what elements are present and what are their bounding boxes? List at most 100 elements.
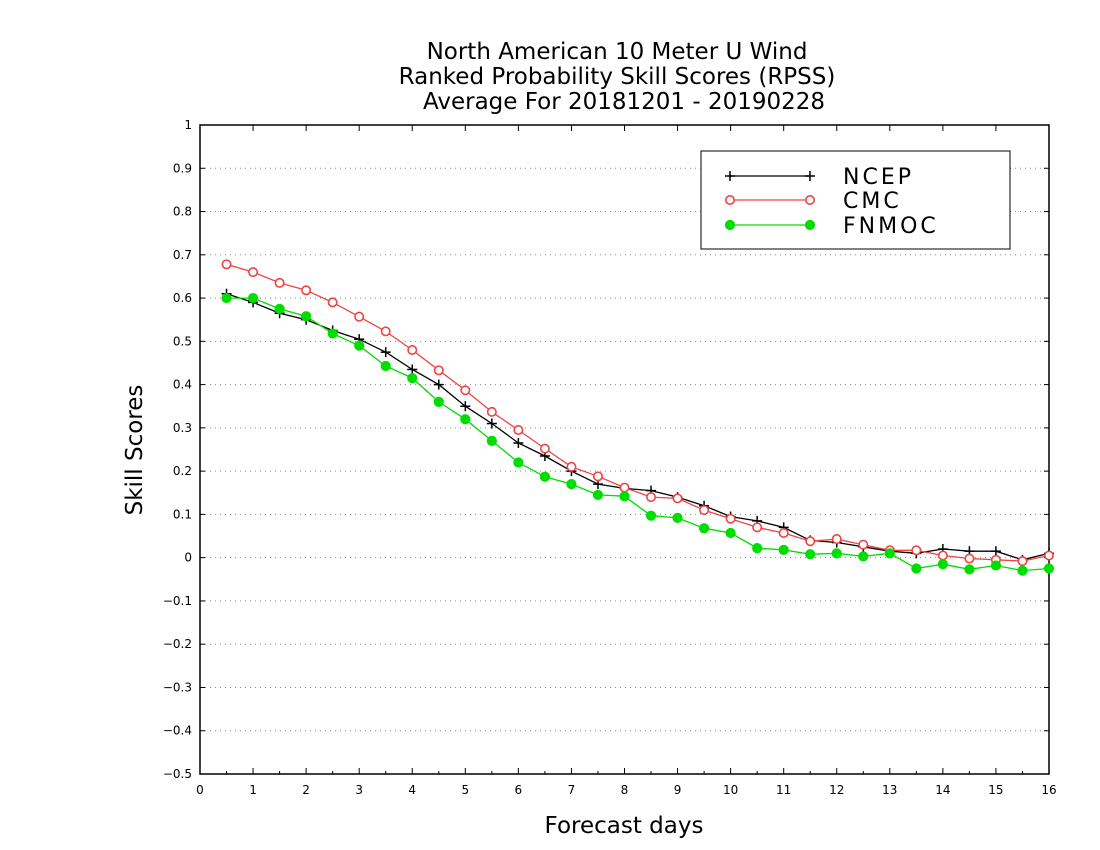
data-point-ncep bbox=[990, 546, 1001, 557]
data-point-fnmoc bbox=[486, 435, 497, 446]
legend-marker-fnmoc-start bbox=[724, 219, 736, 231]
legend-label-ncep: NCEP bbox=[843, 165, 914, 190]
axis-ticks: −0.5 −0.4 −0.3 −0.2 −0.1 0 0.1 0.2 0.3 0.4 0.5 0.6 0… bbox=[163, 118, 1057, 797]
data-point-cmc bbox=[354, 311, 365, 322]
data-point-fnmoc bbox=[884, 548, 895, 559]
series-ncep bbox=[221, 288, 1054, 565]
data-point-fnmoc bbox=[354, 340, 365, 351]
data-point-cmc bbox=[1017, 556, 1028, 567]
data-point-cmc bbox=[725, 513, 736, 524]
data-point-cmc bbox=[699, 505, 710, 516]
y-tick-label: 0.8 bbox=[173, 205, 192, 219]
series-fnmoc bbox=[221, 292, 1055, 576]
x-tick-label: 12 bbox=[829, 783, 844, 797]
data-point-cmc bbox=[248, 267, 259, 278]
x-tick-label: 3 bbox=[355, 783, 363, 797]
data-point-fnmoc bbox=[513, 457, 524, 468]
data-point-fnmoc bbox=[433, 396, 444, 408]
legend-marker-cmc-start bbox=[724, 195, 735, 206]
x-tick-label: 4 bbox=[408, 783, 416, 797]
data-point-cmc bbox=[327, 297, 338, 308]
data-point-fnmoc bbox=[539, 471, 551, 482]
data-point-fnmoc bbox=[672, 512, 683, 523]
chart-title-line-3: Average For 20181201 - 20190228 bbox=[423, 89, 825, 115]
data-point-fnmoc bbox=[460, 414, 471, 425]
x-tick-label: 16 bbox=[1041, 783, 1056, 797]
data-point-ncep bbox=[460, 401, 471, 412]
data-point-cmc bbox=[858, 539, 869, 550]
data-point-fnmoc bbox=[725, 527, 736, 539]
data-point-fnmoc bbox=[911, 563, 922, 574]
data-point-cmc bbox=[460, 385, 471, 396]
x-tick-label: 13 bbox=[882, 783, 897, 797]
data-point-cmc bbox=[274, 277, 285, 288]
data-point-fnmoc bbox=[619, 491, 630, 502]
y-tick-label: −0.2 bbox=[163, 637, 192, 651]
data-point-ncep bbox=[407, 364, 418, 375]
y-tick-label: 1 bbox=[184, 118, 192, 132]
y-axis-label: Skill Scores bbox=[122, 385, 148, 516]
legend-marker-cmc-end bbox=[804, 195, 815, 206]
x-tick-label: 11 bbox=[776, 783, 791, 797]
x-tick-label: 8 bbox=[621, 783, 629, 797]
legend-entry-fnmoc: FNMOC bbox=[724, 214, 939, 239]
legend-label-cmc: CMC bbox=[843, 189, 902, 214]
x-tick-label: 14 bbox=[935, 783, 950, 797]
y-tick-label: 0.9 bbox=[173, 161, 192, 175]
data-point-fnmoc bbox=[778, 544, 789, 555]
data-point-cmc bbox=[778, 528, 789, 539]
legend-marker-fnmoc-end bbox=[804, 219, 816, 231]
data-point-fnmoc bbox=[247, 292, 259, 304]
data-point-cmc bbox=[221, 259, 232, 270]
data-point-cmc bbox=[752, 522, 763, 533]
data-point-cmc bbox=[301, 285, 312, 296]
data-point-cmc bbox=[407, 344, 418, 355]
data-point-fnmoc bbox=[327, 328, 338, 339]
data-point-fnmoc bbox=[645, 510, 657, 521]
x-tick-label: 15 bbox=[988, 783, 1003, 797]
data-point-ncep bbox=[486, 418, 497, 429]
data-point-fnmoc bbox=[221, 292, 232, 304]
x-tick-label: 1 bbox=[249, 783, 257, 797]
chart-title: North American 10 Meter U Wind Ranked Pr… bbox=[399, 39, 836, 115]
grid-lines bbox=[200, 167, 1049, 732]
data-point-cmc bbox=[380, 326, 391, 337]
data-point-ncep bbox=[513, 438, 524, 449]
legend-entry-cmc: CMC bbox=[724, 189, 902, 214]
data-point-fnmoc bbox=[592, 489, 604, 501]
x-axis-label: Forecast days bbox=[545, 813, 704, 839]
chart-title-line-1: North American 10 Meter U Wind bbox=[427, 39, 808, 65]
data-point-fnmoc bbox=[380, 360, 391, 372]
data-point-fnmoc bbox=[566, 479, 577, 490]
y-tick-label: 0 bbox=[184, 551, 192, 565]
y-tick-label: 0.7 bbox=[173, 248, 192, 262]
data-point-cmc bbox=[433, 365, 444, 376]
y-tick-label: −0.5 bbox=[163, 767, 192, 781]
data-point-ncep bbox=[433, 379, 444, 390]
x-tick-label: 9 bbox=[674, 783, 682, 797]
data-point-fnmoc bbox=[805, 549, 816, 560]
data-point-fnmoc bbox=[937, 559, 948, 570]
y-tick-label: −0.3 bbox=[163, 680, 192, 694]
y-tick-label: −0.4 bbox=[163, 724, 192, 738]
data-point-fnmoc bbox=[990, 560, 1002, 571]
y-tick-label: 0.1 bbox=[173, 507, 192, 521]
data-point-fnmoc bbox=[752, 543, 763, 554]
series-cmc bbox=[221, 259, 1055, 567]
legend-label-fnmoc: FNMOC bbox=[843, 214, 939, 239]
data-point-cmc bbox=[486, 406, 497, 417]
legend-marker-ncep-end bbox=[805, 171, 815, 181]
y-tick-label: 0.4 bbox=[173, 378, 192, 392]
series-line-cmc bbox=[226, 263, 1050, 562]
data-point-fnmoc bbox=[964, 564, 975, 575]
data-point-cmc bbox=[646, 492, 657, 503]
data-point-ncep bbox=[380, 347, 391, 358]
data-point-fnmoc bbox=[831, 548, 842, 559]
y-tick-label: 0.2 bbox=[173, 464, 192, 478]
x-tick-label: 10 bbox=[723, 783, 738, 797]
data-point-fnmoc bbox=[1043, 563, 1055, 574]
x-tick-label: 6 bbox=[515, 783, 523, 797]
